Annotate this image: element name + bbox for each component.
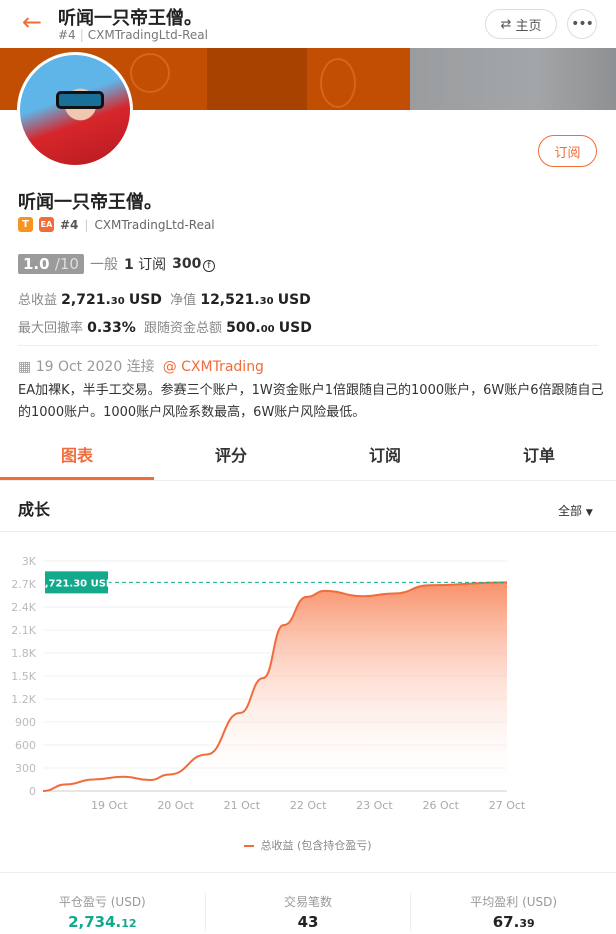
connected-since: ▦ 19 Oct 2020 连接 @ CXMTrading [18,359,264,375]
drawdown-row: 最大回撤率 0.33% 跟随资金总额 500.00 USD [18,320,312,336]
home-button[interactable]: ⇄ 主页 [485,9,557,39]
range-select[interactable]: 全部 ▼ [558,504,593,518]
profit-row: 总收益 2,721.30 USD 净值 12,521.30 USD [18,292,311,308]
stat-label: 平均盈利 (USD) [470,895,558,909]
series-line [42,581,508,792]
chart-legend: 总收益 (包含持仓盈亏) [0,837,616,853]
badges: T EA #4 | CXMTradingLtd-Real [18,217,215,232]
stats-row: 平仓盈亏 (USD) 2,734.12 交易笔数 43 平均盈利 (USD) 67.39 [0,893,616,931]
score-badge: 1.0 /10 [18,254,84,274]
home-label: 主页 [515,18,542,34]
tab-subscriptions[interactable]: 订阅 [368,446,401,465]
x-tick-label: 27 Oct [489,799,526,812]
calendar-icon: ▦ [18,359,32,375]
x-tick-label: 19 Oct [91,799,128,812]
score-row: 1.0 /10 一般 1 订阅 300 f [18,254,215,274]
top-bar: ← 听闻一只帝王僧。 #4 | CXMTradingLtd-Real ⇄ 主页 ••• [0,0,616,48]
banner-pattern [320,58,356,108]
stat-value: 43 [297,913,319,931]
price: 300 f [172,256,215,272]
stat-1: 交易笔数 43 [206,893,412,931]
section-title: 成长 [18,500,51,519]
banner-photo [410,48,616,110]
legend-swatch [244,845,255,847]
server: CXMTradingLtd-Real [94,217,215,232]
avatar [17,52,133,168]
stat-0: 平仓盈亏 (USD) 2,734.12 [0,893,206,931]
tab-rating[interactable]: 评分 [214,446,247,465]
tab-orders[interactable]: 订单 [522,446,555,465]
tab-bar: 图表 评分 订阅 订单 [0,435,616,481]
badge-t: T [18,217,33,232]
x-tick-label: 26 Oct [422,799,459,812]
stat-2: 平均盈利 (USD) 67.39 [411,893,616,931]
y-tick-label: 600 [15,739,36,752]
y-tick-label: 2.1K [11,624,36,637]
more-button[interactable]: ••• [567,9,597,39]
y-tick-label: 900 [15,716,36,729]
stat-label: 平仓盈亏 (USD) [58,895,146,909]
subscribe-button[interactable]: 订阅 [538,135,597,167]
trader-name: 听闻一只帝王僧。 [18,192,162,213]
y-tick-label: 300 [15,762,36,775]
back-arrow-icon[interactable]: ← [22,8,43,36]
y-tick-label: 3K [22,555,37,568]
current-value-badge [45,571,108,594]
divider [18,345,598,346]
y-tick-label: 2.4K [11,601,36,614]
rank: #4 [58,28,76,42]
divider [0,531,616,532]
coin-icon: f [203,260,215,272]
stat-value: 2,734.12 [68,913,137,931]
broker-link[interactable]: @ CXMTrading [162,359,264,375]
tab-chart[interactable]: 图表 [0,435,154,480]
strategy-description: EA加裸K，半手工交易。参赛三个账户，1W资金账户1倍跟随自己的1000账户，6… [18,383,604,420]
x-tick-label: 23 Oct [356,799,393,812]
x-tick-label: 21 Oct [224,799,261,812]
current-value-label: 2,721.30 USD [38,578,114,589]
badge-ea: EA [39,217,54,232]
stat-value: 67.39 [492,913,535,931]
subscribers: 1 订阅 [123,257,167,273]
growth-chart: 0 300 600 900 1.2K 1.5K 1.8K 2.1K 2.4K 2.7K 3K 19 O… [11,555,526,812]
y-tick-label: 1.5K [11,670,36,683]
y-tick-label: 0 [29,785,36,798]
y-tick-label: 2.7K [11,578,36,591]
banner-pattern [130,53,170,93]
caret-down-icon: ▼ [585,508,593,518]
page-title: 听闻一只帝王僧。 [58,8,202,29]
account-subtitle: #4 | CXMTradingLtd-Real [58,28,208,42]
rank: #4 [60,217,79,232]
y-tick-label: 1.2K [11,693,36,706]
y-tick-label: 1.8K [11,647,36,660]
swap-icon: ⇄ [500,16,512,32]
divider [0,872,616,873]
x-tick-label: 20 Oct [157,799,194,812]
avatar-glasses [56,91,104,109]
server: CXMTradingLtd-Real [87,28,208,42]
x-tick-label: 22 Oct [290,799,327,812]
banner-pattern [207,48,307,110]
area-fill [43,582,507,791]
score-level: 一般 [89,257,118,273]
stat-label: 交易笔数 [284,895,333,909]
